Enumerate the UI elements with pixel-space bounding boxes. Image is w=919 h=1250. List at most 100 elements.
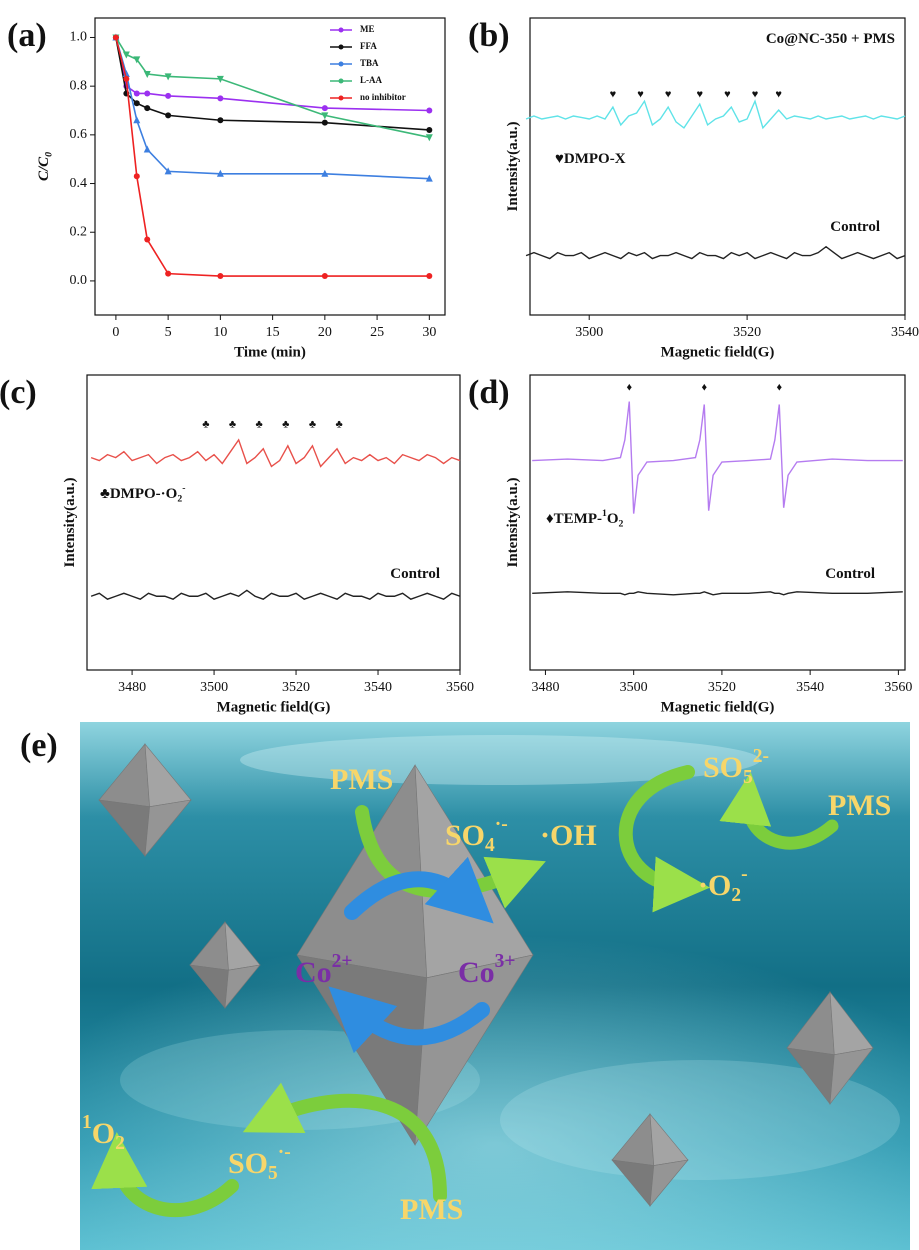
scheme-label: Co3+ [458,951,516,988]
scheme-label-part: 4 [485,835,495,856]
x-tick-label: 0 [112,325,119,340]
scheme-label-part: 5 [268,1163,278,1184]
scheme-label-part: SO [445,819,485,852]
scheme-label: ·OH [540,819,597,852]
scheme-label: PMS [828,789,891,822]
peak-mark: ♥ [752,89,759,101]
data-point [426,107,433,114]
series-line [90,589,461,600]
annotation-part: - [182,483,185,494]
data-point [321,112,329,120]
scheme-label: PMS [330,763,393,796]
data-point [144,105,151,112]
peak-mark: ♦ [776,382,782,394]
scheme-label-part: 5 [743,767,753,788]
data-point [217,95,224,102]
annotation: Control [390,566,440,582]
data-point [122,51,130,59]
scheme-label: ·O2- [698,864,748,906]
scheme-label-part: PMS [828,789,891,822]
x-axis-label: Magnetic field(G) [661,699,775,715]
data-point [164,167,172,175]
data-point [164,73,172,81]
y-axis-label: C/C0 [36,152,54,181]
annotation-part: Control [830,219,880,235]
x-tick-label: 3500 [575,325,603,340]
green-arrow [91,1132,239,1218]
x-tick-label: 5 [165,325,172,340]
x-tick-label: 3540 [891,325,919,340]
data-point [143,70,151,78]
data-point [122,69,130,77]
annotation: ♣DMPO-·O2- [100,483,185,505]
series-line [532,401,903,514]
scheme-label-part: SO [703,751,743,784]
data-point [426,126,433,133]
annotation-part: Control [390,566,440,582]
scheme-label-part: 2 [115,1133,125,1154]
scheme-label-part: 2+ [332,951,353,972]
legend-label: FFA [360,41,377,51]
peak-mark: ♥ [775,89,782,101]
peak-mark: ♦ [701,382,707,394]
data-point [133,173,140,180]
y-axis-label-part: Intensity(a.u.) [62,477,78,567]
legend-marker [338,44,344,50]
annotation-part: 2 [177,494,182,505]
data-point [321,105,328,112]
peak-mark: ♣ [256,419,263,431]
scheme-label: 1O2 [82,1112,125,1154]
data-point [133,56,141,64]
data-point [144,90,151,97]
x-tick-label: 3500 [620,680,648,695]
annotation-part: ♣DMPO-·O [100,486,177,502]
x-tick-label: 3500 [200,680,228,695]
data-point [216,75,224,83]
series-line [115,37,430,180]
peak-mark: ♥ [696,89,703,101]
y-axis-label-part: Intensity(a.u.) [505,477,521,567]
octahedron-face [414,954,534,1146]
octahedra [98,743,874,1207]
x-axis-label: Magnetic field(G) [661,344,775,360]
legend-marker [338,61,344,67]
y-tick-label: 0.0 [70,273,88,288]
data-point [217,273,224,280]
data-point [144,236,151,243]
octahedron-face [829,1047,874,1105]
x-tick-label: 3540 [796,680,824,695]
series-line [525,99,906,130]
scheme-label-part: 3+ [495,951,516,972]
annotation: Control [825,566,875,582]
y-tick-label: 1.0 [70,30,88,45]
peak-mark: ♥ [637,89,644,101]
peak-mark: ♥ [610,89,617,101]
y-axis-label-part: 0 [44,152,55,157]
green-arrow [242,1082,447,1203]
scheme-label: PMS [400,1193,463,1226]
scheme-label-part: SO [228,1147,268,1180]
annotation: ♥DMPO-X [555,151,626,167]
y-axis-label-part: Intensity(a.u.) [505,121,521,211]
peak-mark: ♦ [626,382,632,394]
data-point [425,174,433,182]
data-point [133,116,141,124]
annotation-part: Co@NC-350 + PMS [766,31,895,47]
x-tick-label: 15 [266,325,280,340]
peak-mark: ♣ [229,419,236,431]
panel-label: (d) [468,374,510,411]
data-point [165,112,172,119]
water-surface [240,735,760,785]
peak-mark: ♥ [724,89,731,101]
scheme-label-part: Co [458,956,495,989]
legend-label: TBA [360,58,379,68]
data-point [133,90,140,97]
panel-label: (b) [468,17,510,54]
annotation-part: 1 [602,508,607,519]
x-tick-label: 3560 [884,680,912,695]
x-tick-label: 3480 [531,680,559,695]
scheme-label-part: O [92,1117,115,1150]
scheme-label-part: 2 [731,885,741,906]
green-arrow [719,772,839,850]
